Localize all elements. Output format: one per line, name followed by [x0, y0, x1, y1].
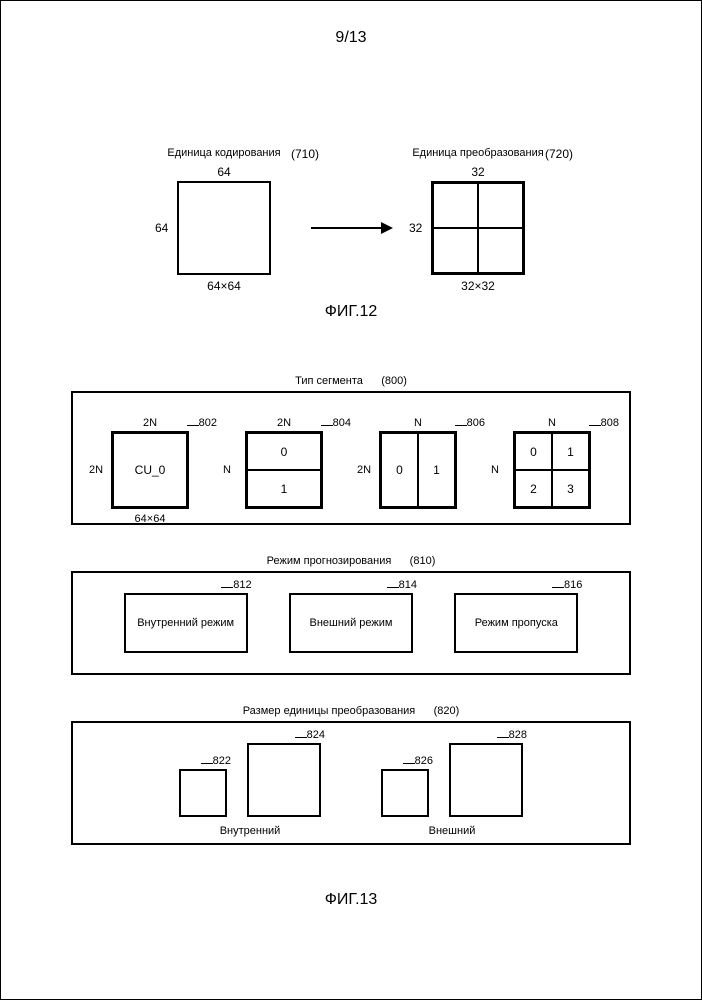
part-ref-label: 802 — [199, 417, 217, 429]
transform-size-panel: Размер единицы преобразования (820) 8228… — [71, 721, 631, 845]
part-bottom-label: 64×64 — [111, 513, 189, 525]
tu-small-ref: 826 — [415, 755, 433, 767]
coding-unit-box — [177, 181, 271, 275]
mode-label: Внутренний режим — [137, 617, 234, 629]
transform-unit-title: Единица преобразования — [401, 147, 555, 159]
part-left-label: N — [223, 464, 231, 476]
tu-large-ref: 824 — [307, 729, 325, 741]
part-cell: 0 — [515, 433, 552, 470]
mode-label: Внешний режим — [310, 617, 393, 629]
coding-unit-block: Единица кодирования (710) 64 64 64×64 — [177, 181, 271, 275]
part-top-label: N — [513, 417, 591, 429]
part-cell: 0 — [247, 433, 321, 470]
segment-part: 2N8022NCU_064×64 — [111, 431, 189, 509]
fig13-caption: ФИГ.13 — [1, 891, 701, 909]
part-cell: 1 — [247, 470, 321, 507]
page-number: 9/13 — [1, 29, 701, 47]
part-box: 0123 — [513, 431, 591, 509]
mode-box: Режим пропуска816 — [454, 593, 578, 653]
prediction-mode-panel: Режим прогнозирования (810) Внутренний р… — [71, 571, 631, 675]
tu-large-box: 828 — [449, 743, 523, 817]
tu-small-ref: 822 — [213, 755, 231, 767]
mode-ref-label: 812 — [233, 579, 251, 591]
part-ref-label: 804 — [333, 417, 351, 429]
segment-type-panel: Тип сегмента (800) 2N8022NCU_064×642N804… — [71, 391, 631, 525]
tu-group-caption: Внутренний — [179, 825, 321, 837]
tu-group-caption: Внешний — [381, 825, 523, 837]
part-cell: CU_0 — [113, 433, 187, 507]
part-cell: 0 — [381, 433, 418, 507]
segment-parts-row: 2N8022NCU_064×642N804N01N8062N01N808N012… — [73, 393, 629, 523]
coding-unit-top-dim: 64 — [177, 165, 271, 179]
arrow-icon — [311, 227, 391, 229]
segment-part: N808N0123 — [513, 431, 591, 509]
prediction-mode-title: Режим прогнозирования (810) — [73, 555, 629, 567]
transform-unit-box — [431, 181, 525, 275]
part-top-label: 2N — [245, 417, 323, 429]
part-cell: 3 — [552, 470, 589, 507]
coding-unit-title: Единица кодирования — [147, 147, 301, 159]
transform-unit-ref: (720) — [545, 147, 573, 161]
part-left-label: N — [491, 464, 499, 476]
mode-box: Внутренний режим812 — [124, 593, 248, 653]
mode-label: Режим пропуска — [475, 617, 558, 629]
part-box: 01 — [245, 431, 323, 509]
tu-small-box: 822 — [179, 769, 227, 817]
tu-group: 822824Внутренний — [179, 743, 321, 817]
transform-unit-top-dim: 32 — [431, 165, 525, 179]
tu-large-box: 824 — [247, 743, 321, 817]
part-ref-label: 808 — [601, 417, 619, 429]
transform-unit-bottom-dim: 32×32 — [431, 279, 525, 293]
part-cell: 1 — [418, 433, 455, 507]
part-cell: 1 — [552, 433, 589, 470]
part-box: 01 — [379, 431, 457, 509]
part-ref-label: 806 — [467, 417, 485, 429]
mode-ref-label: 814 — [399, 579, 417, 591]
tu-small-box: 826 — [381, 769, 429, 817]
tu-group: 826828Внешний — [381, 743, 523, 817]
mode-row: Внутренний режим812Внешний режим814Режим… — [73, 573, 629, 673]
part-top-label: 2N — [111, 417, 189, 429]
fig12-row: Единица кодирования (710) 64 64 64×64 Ед… — [1, 181, 701, 275]
transform-size-title: Размер единицы преобразования (820) — [73, 705, 629, 717]
part-left-label: 2N — [357, 464, 371, 476]
page: 9/13 Единица кодирования (710) 64 64 64×… — [0, 0, 702, 1000]
part-left-label: 2N — [89, 464, 103, 476]
segment-type-title: Тип сегмента (800) — [73, 375, 629, 387]
part-cell: 2 — [515, 470, 552, 507]
mode-box: Внешний режим814 — [289, 593, 413, 653]
coding-unit-bottom-dim: 64×64 — [177, 279, 271, 293]
fig12-caption: ФИГ.12 — [1, 303, 701, 321]
mode-ref-label: 816 — [564, 579, 582, 591]
fig12: Единица кодирования (710) 64 64 64×64 Ед… — [1, 181, 701, 321]
coding-unit-left-dim: 64 — [155, 221, 168, 235]
segment-part: N8062N01 — [379, 431, 457, 509]
part-top-label: N — [379, 417, 457, 429]
coding-unit-ref: (710) — [291, 147, 319, 161]
transform-unit-left-dim: 32 — [409, 221, 422, 235]
tu-large-ref: 828 — [509, 729, 527, 741]
segment-part: 2N804N01 — [245, 431, 323, 509]
part-box: CU_0 — [111, 431, 189, 509]
transform-unit-block: Единица преобразования (720) 32 32 32×32 — [431, 181, 525, 275]
tu-row: 822 824 Внутренний 826 828 Внешний — [73, 723, 629, 843]
